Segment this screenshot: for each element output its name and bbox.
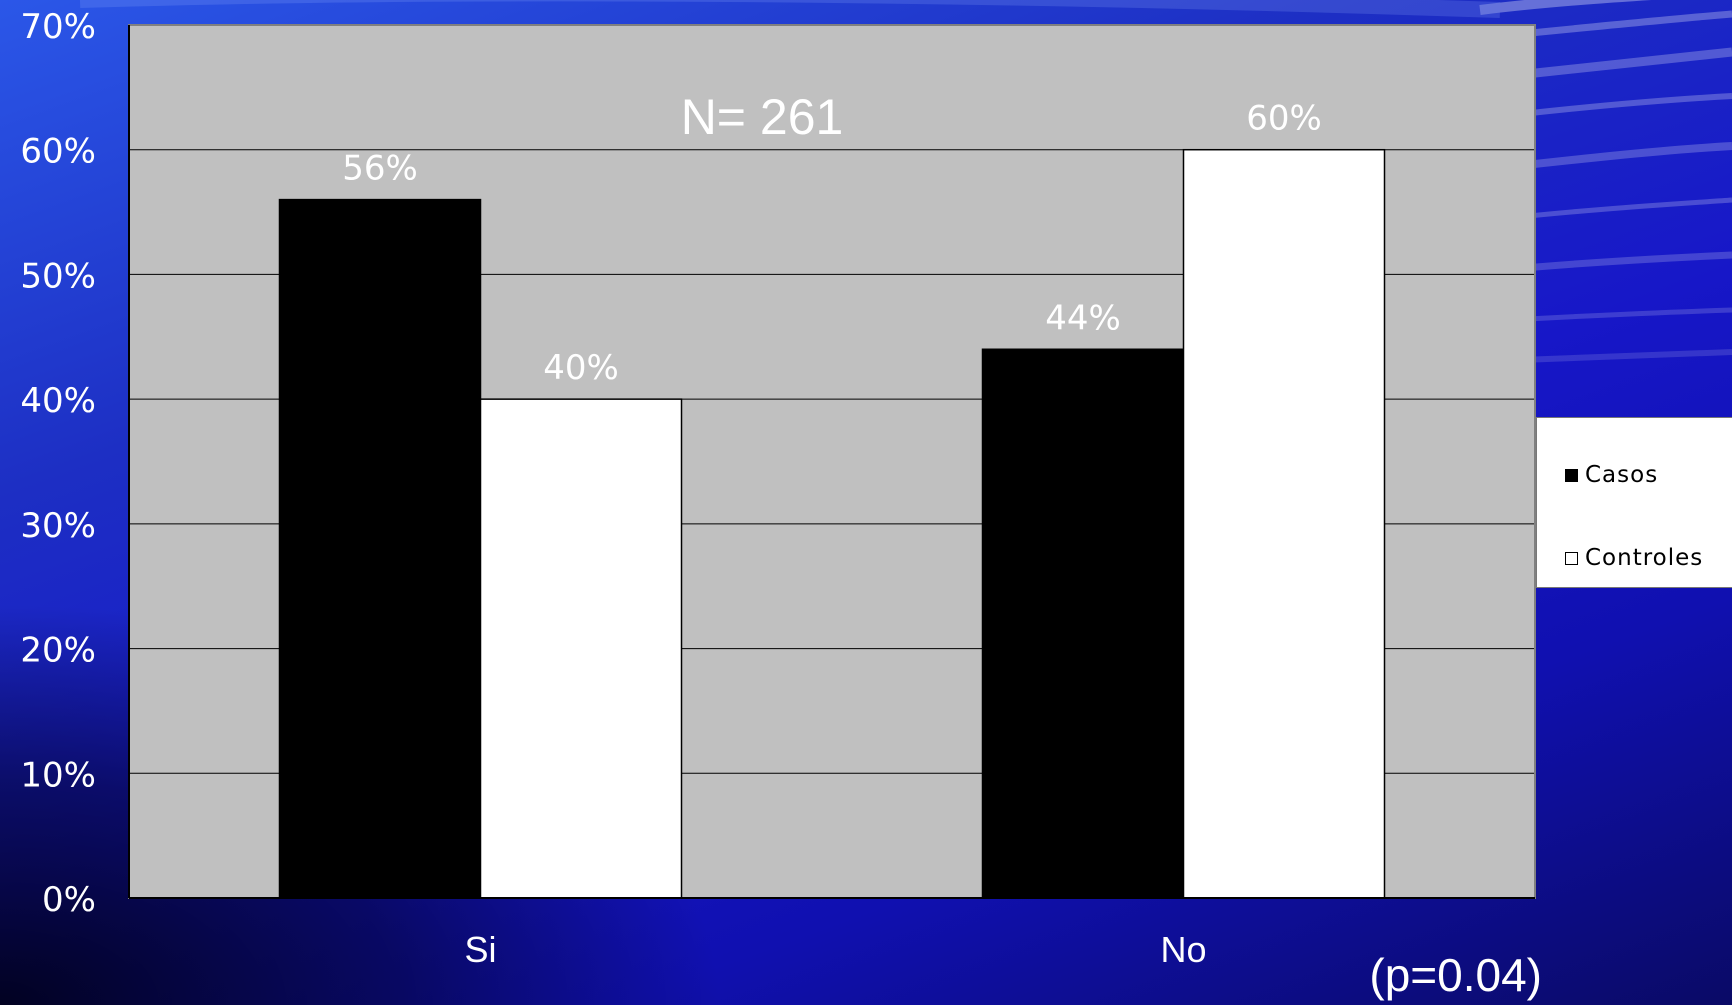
y-tick-label: 60% — [20, 132, 96, 172]
bar-casos-si — [278, 198, 482, 899]
x-tick-label: No — [1160, 929, 1206, 970]
bar-casos-no — [981, 348, 1185, 899]
data-label: 40% — [543, 348, 619, 388]
chart-annotation-title: N= 261 — [681, 89, 844, 145]
y-tick-label: 40% — [20, 381, 96, 421]
x-tick-label: Si — [464, 929, 496, 970]
y-tick-label: 30% — [20, 506, 96, 546]
data-label: 56% — [342, 149, 418, 189]
bar-controles-no — [1182, 148, 1386, 899]
axes — [128, 24, 1536, 899]
y-tick-label: 10% — [20, 755, 96, 795]
bars — [278, 148, 1386, 899]
bar-controles-si — [479, 398, 683, 899]
legend: Casos Controles — [1536, 417, 1732, 588]
legend-swatch-controles — [1565, 551, 1578, 565]
y-tick-label: 70% — [20, 7, 96, 47]
legend-label-casos: Casos — [1585, 462, 1659, 488]
legend-swatch-casos — [1565, 468, 1578, 482]
x-axis-tick-labels: Si No — [464, 929, 1206, 970]
y-tick-label: 20% — [20, 631, 96, 671]
p-value-footnote: (p=0.04) — [1369, 949, 1542, 1001]
legend-label-controles: Controles — [1585, 545, 1704, 571]
y-axis-tick-labels: 0% 10% 20% 30% 40% 50% 60% 70% — [20, 7, 96, 920]
legend-item-casos: Casos — [1565, 462, 1658, 488]
y-tick-label: 0% — [42, 880, 96, 920]
data-labels: 56% 40% 44% 60% — [342, 99, 1322, 388]
data-label: 60% — [1246, 99, 1322, 139]
data-label: 44% — [1045, 298, 1121, 338]
legend-item-controles: Controles — [1565, 545, 1703, 571]
y-tick-label: 50% — [20, 256, 96, 296]
